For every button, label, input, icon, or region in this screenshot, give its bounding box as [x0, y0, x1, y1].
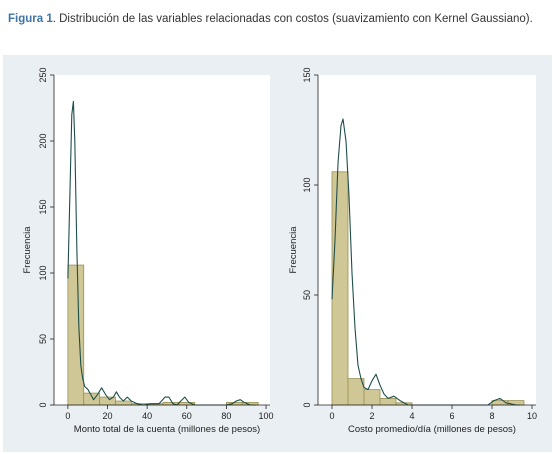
x-tick-label: 2	[369, 411, 374, 421]
x-tick-label: 100	[259, 411, 274, 421]
x-tick-label: 0	[65, 411, 70, 421]
x-tick-label: 80	[221, 411, 231, 421]
histogram-bar	[115, 400, 132, 406]
x-tick-label: 10	[527, 411, 537, 421]
x-tick-label: 40	[142, 411, 152, 421]
y-tick-label: 150	[38, 199, 48, 214]
histogram-bar	[67, 264, 85, 406]
x-tick-label: 0	[329, 411, 334, 421]
plot-area	[54, 75, 270, 405]
histogram-bar	[363, 389, 381, 406]
chart-1: 0 50 100 150 200 250 0 20 40 60 80 100 Frecuencia Mon…	[22, 67, 274, 435]
x-tick-label: 20	[102, 411, 112, 421]
caption-text: . Distribución de las variables relacion…	[52, 13, 533, 25]
figure-label: Figura 1	[8, 13, 53, 25]
histogram-bar	[99, 396, 116, 406]
kernel-density-line	[331, 118, 520, 406]
y-tick-label: 50	[38, 334, 48, 344]
plot-area	[318, 75, 536, 405]
y-tick-label: 250	[38, 67, 48, 82]
y-tick-label: 0	[38, 402, 48, 407]
chart-2: 0 50 100 150 0 2 4 6 8 10 Frecuencia Costo promedio…	[288, 67, 537, 435]
x-tick-label: 60	[182, 411, 192, 421]
y-tick-label: 150	[302, 67, 312, 82]
x-axis-label: Costo promedio/día (millones de pesos)	[348, 424, 516, 435]
x-tick-label: 4	[409, 411, 414, 421]
histogram-bar	[331, 171, 349, 406]
y-axis-label: Frecuencia	[288, 226, 299, 274]
x-tick-label: 8	[489, 411, 494, 421]
y-tick-label: 100	[38, 265, 48, 280]
histogram-bar	[347, 378, 365, 406]
y-tick-label: 50	[302, 290, 312, 300]
y-tick-label: 0	[302, 402, 312, 407]
x-axis-label: Monto total de la cuenta (millones de pe…	[74, 424, 260, 435]
y-axis-label: Frecuencia	[22, 226, 33, 274]
histogram-bar	[379, 397, 397, 406]
histogram-bar	[507, 400, 525, 406]
y-tick-label: 100	[302, 177, 312, 192]
figure-caption: Figura 1. Distribución de las variables …	[8, 12, 538, 26]
x-tick-label: 6	[449, 411, 454, 421]
y-tick-label: 200	[38, 133, 48, 148]
